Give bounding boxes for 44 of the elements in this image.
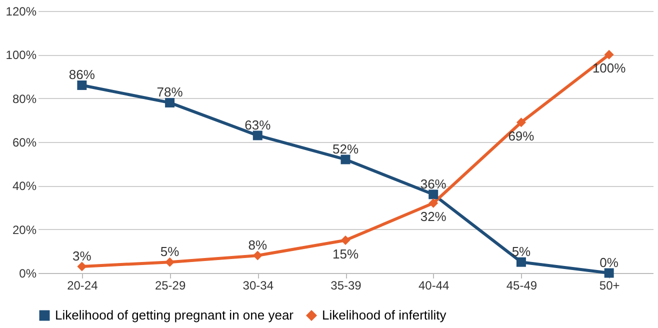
data-label: 3% [72, 248, 92, 264]
data-label: 86% [68, 67, 96, 82]
data-label: 15% [332, 246, 359, 262]
point [604, 268, 614, 278]
point [516, 118, 526, 128]
y-tick-label: 40% [12, 179, 37, 194]
y-tick-label: 120% [6, 4, 37, 18]
y-tick-label: 0% [19, 266, 37, 280]
point [77, 80, 87, 90]
data-label: 5% [160, 244, 180, 260]
legend-label: Likelihood of infertility [322, 308, 447, 323]
y-tick-label: 80% [12, 92, 37, 106]
point [165, 257, 175, 267]
point [340, 236, 350, 245]
y-tick-label: 20% [12, 222, 37, 237]
point [252, 250, 262, 260]
data-label: 0% [600, 255, 619, 270]
data-label: 8% [248, 238, 268, 253]
point [604, 50, 614, 60]
point [516, 257, 526, 267]
point [428, 198, 438, 208]
x-tick-label: 50+ [599, 278, 620, 292]
data-label: 63% [244, 117, 272, 132]
x-tick-label: 25-29 [154, 278, 186, 292]
x-tick-label: 20-24 [67, 278, 98, 292]
data-label: 52% [332, 141, 359, 156]
point [428, 190, 438, 200]
x-tick-label: 45-49 [506, 278, 538, 292]
x-tick-label: 35-39 [330, 278, 362, 292]
y-tick-label: 60% [12, 136, 37, 150]
y-tick-label: 100% [6, 48, 37, 62]
x-tick-label: 30-34 [242, 278, 274, 292]
point [165, 98, 175, 108]
data-label: 100% [592, 60, 626, 76]
data-label: 36% [420, 176, 447, 192]
data-label: 32% [420, 209, 447, 224]
data-label: 5% [512, 244, 532, 260]
x-tick-label: 40-44 [418, 278, 450, 292]
legend-label: Likelihood of getting pregnant in one year [55, 308, 294, 323]
point [340, 154, 350, 164]
point [252, 130, 262, 140]
data-label: 78% [156, 84, 184, 100]
point [77, 262, 87, 272]
data-label: 69% [508, 128, 535, 144]
